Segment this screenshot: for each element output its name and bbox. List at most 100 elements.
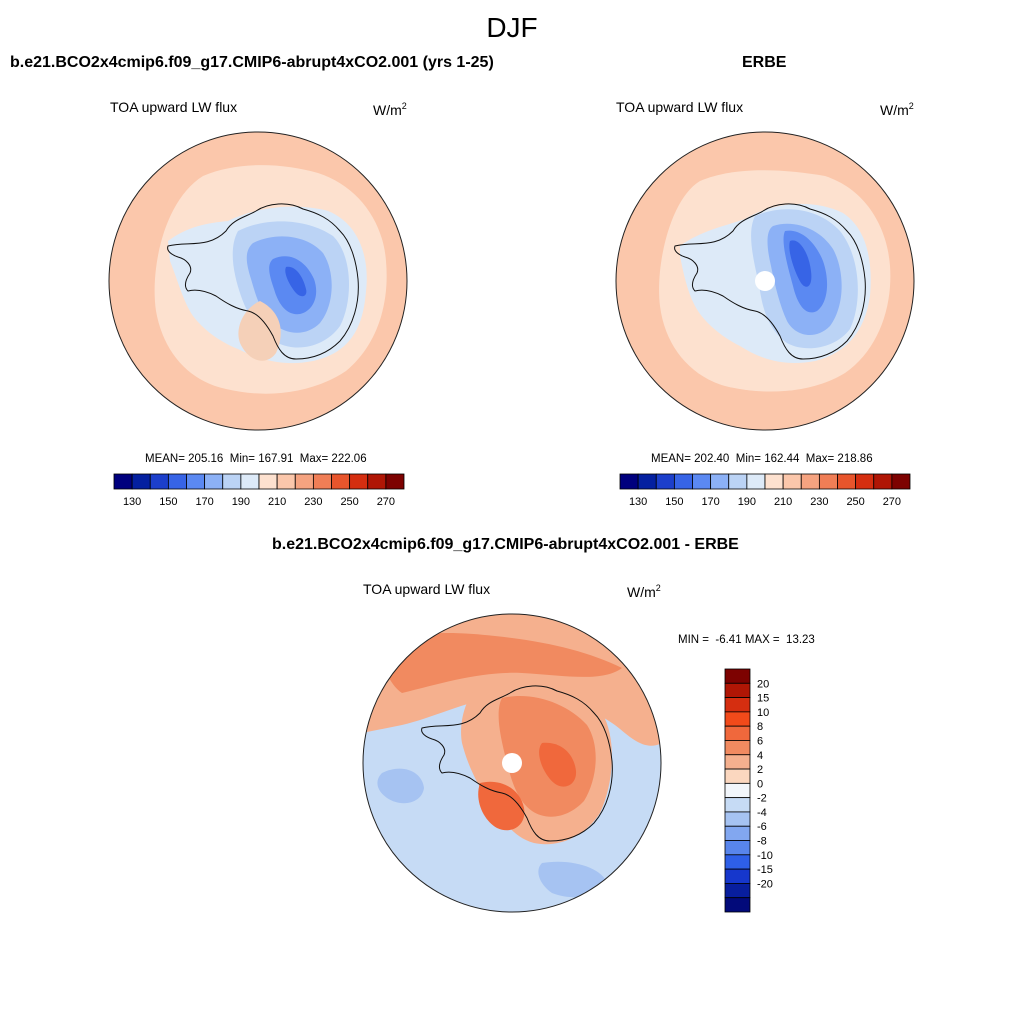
- colorbar-swatch: [222, 473, 242, 490]
- colorbar-tick-label: -2: [757, 793, 767, 805]
- colorbar-tick-label: 230: [810, 496, 828, 508]
- colorbar-swatch: [891, 473, 911, 490]
- min-label: Min=: [735, 453, 761, 465]
- panel-model-units: W/m2: [373, 101, 407, 118]
- pole-hole: [502, 753, 522, 773]
- colorbar-swatch: [724, 697, 751, 713]
- colorbar-swatch: [186, 473, 206, 490]
- antarctic-ice-core: [789, 240, 812, 287]
- panel-obs-variable: TOA upward LW flux: [616, 99, 744, 115]
- colorbar-tick-label: 10: [757, 707, 769, 719]
- colorbar-swatch: [837, 473, 857, 490]
- panel-model-variable: TOA upward LW flux: [110, 99, 238, 115]
- antarctica-coastline: [674, 203, 866, 360]
- panel-model-map: [108, 131, 408, 431]
- min-value: 162.44: [764, 453, 800, 465]
- colorbar-swatch: [724, 754, 751, 770]
- colorbar-swatch: [746, 473, 766, 490]
- colorbar-tick-label: 8: [757, 721, 763, 733]
- colorbar-swatch: [724, 811, 751, 827]
- colorbar-tick-label: 270: [377, 496, 395, 508]
- panel-diff-map: [362, 613, 662, 913]
- mean-label: MEAN=: [145, 453, 185, 465]
- colorbar-swatch: [724, 668, 751, 684]
- panel-model-title: b.e21.BCO2x4cmip6.f09_g17.CMIP6-abrupt4x…: [10, 54, 494, 71]
- colorbar-tick-label: 210: [774, 496, 792, 508]
- colorbar-swatch: [724, 840, 751, 856]
- colorbar-tick-label: -4: [757, 807, 767, 819]
- units-text: W/m: [373, 102, 402, 118]
- antarctica-coastline: [421, 685, 613, 842]
- antarctic-anomaly-high: [539, 742, 577, 787]
- min-label: MIN =: [678, 634, 709, 646]
- colorbar-swatch: [724, 883, 751, 899]
- colorbar-swatch: [258, 473, 278, 490]
- colorbar-tick-label: 190: [738, 496, 756, 508]
- colorbar-swatch: [149, 473, 169, 490]
- panel-diff-variable: TOA upward LW flux: [363, 581, 491, 597]
- positive-anomaly-band: [381, 633, 622, 693]
- units-exponent: 2: [401, 101, 407, 111]
- colorbar-tick-label: 0: [757, 778, 763, 790]
- map-border: [108, 131, 408, 431]
- ross-ice-shelf: [238, 301, 281, 361]
- colorbar-swatch: [619, 473, 639, 490]
- colorbar-swatch: [367, 473, 387, 490]
- panel-model-stats: MEAN= 205.16 Min= 167.91 Max= 222.06: [145, 453, 367, 465]
- max-value: 222.06: [331, 453, 367, 465]
- negative-anomaly-pocket: [377, 768, 424, 804]
- colorbar-tick-label: 210: [268, 496, 286, 508]
- colorbar-tick-label: 20: [757, 678, 769, 690]
- colorbar-swatch: [131, 473, 151, 490]
- colorbar-swatch: [724, 768, 751, 784]
- colorbar-tick-label: 250: [340, 496, 358, 508]
- colorbar-swatch: [724, 782, 751, 799]
- colorbar-swatch: [800, 473, 820, 490]
- units-text: W/m: [880, 102, 909, 118]
- colorbar-swatch: [710, 473, 730, 490]
- colorbar-swatch: [782, 473, 802, 490]
- min-label: Min=: [229, 453, 255, 465]
- colorbar-tick-label: 130: [123, 496, 141, 508]
- panel-obs-map: [615, 131, 915, 431]
- colorbar-swatch: [331, 473, 351, 490]
- negative-anomaly-pocket: [538, 861, 607, 898]
- max-value: 218.86: [837, 453, 873, 465]
- colorbar-tick-label: 230: [304, 496, 322, 508]
- antarctica-coastline: [167, 203, 359, 360]
- colorbar-swatch: [276, 473, 296, 490]
- ross-anomaly: [478, 781, 525, 831]
- colorbar-swatch: [637, 473, 657, 490]
- colorbar-tick-label: 170: [195, 496, 213, 508]
- panel-diff-stats: MIN = -6.41 MAX = 13.23: [678, 634, 815, 646]
- map-border: [362, 613, 662, 913]
- colorbar-swatch: [873, 473, 893, 490]
- colorbar-tick-label: 15: [757, 693, 769, 705]
- antarctic-ice-core: [285, 266, 307, 297]
- max-label: Max=: [299, 453, 329, 465]
- colorbar-swatch: [655, 473, 675, 490]
- colorbar-swatch: [724, 740, 751, 756]
- colorbar-swatch: [294, 473, 314, 490]
- colorbar-tick-label: 4: [757, 750, 763, 762]
- colorbar-tick-label: -20: [757, 878, 773, 890]
- colorbar-tick-label: 130: [629, 496, 647, 508]
- panel-obs-stats: MEAN= 202.40 Min= 162.44 Max= 218.86: [651, 453, 873, 465]
- colorbar-swatch: [113, 473, 133, 490]
- colorbar-swatch: [724, 725, 751, 741]
- colorbar-tick-label: -6: [757, 821, 767, 833]
- panel-model-colorbar: 130 150 170 190 210 230 250 270: [113, 473, 405, 508]
- colorbar-tick-label: 190: [232, 496, 250, 508]
- colorbar-swatch: [724, 825, 751, 841]
- units-exponent: 2: [655, 583, 661, 593]
- colorbar-swatch: [167, 473, 187, 490]
- map-border: [615, 131, 915, 431]
- max-label: MAX =: [744, 634, 780, 646]
- panel-obs-title: ERBE: [742, 54, 787, 71]
- colorbar-tick-label: 2: [757, 764, 763, 776]
- mean-label: MEAN=: [651, 453, 691, 465]
- units-exponent: 2: [908, 101, 914, 111]
- mean-value: 202.40: [694, 453, 730, 465]
- colorbar-swatch: [855, 473, 875, 490]
